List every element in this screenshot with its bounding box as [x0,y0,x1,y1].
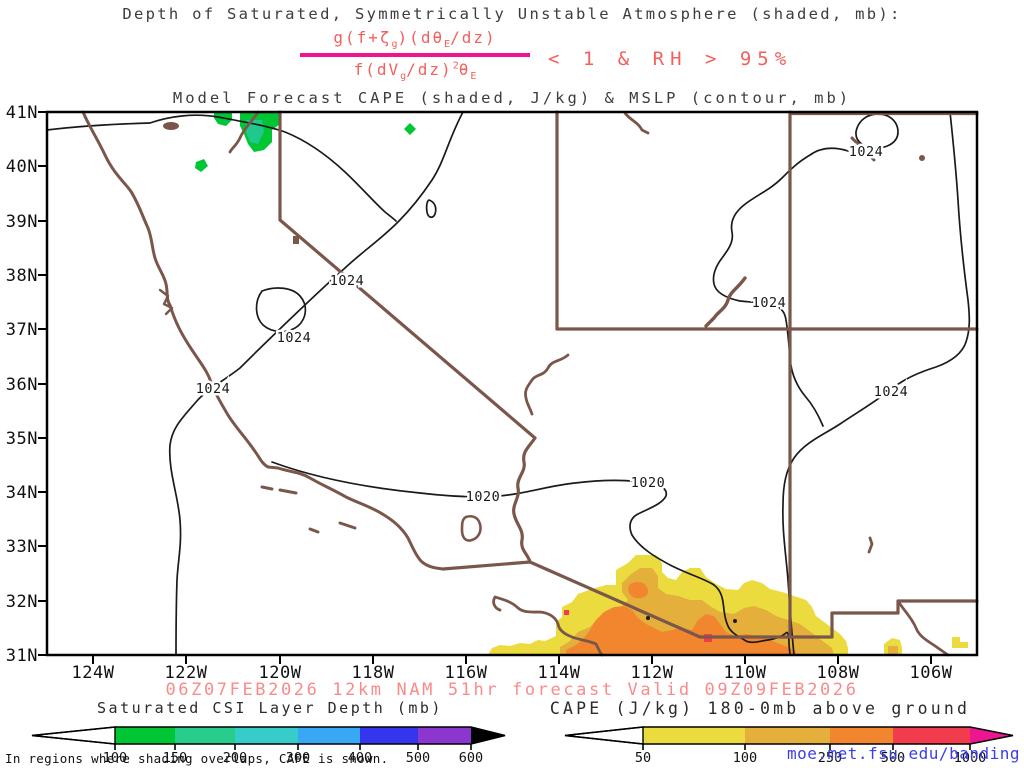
lat-axis-labels: 41N 40N 39N 38N 37N 36N 35N 34N 33N 32N … [6,103,38,666]
cape-colorbar-ticks [642,744,971,750]
svg-text:1024: 1024 [752,295,787,311]
csi-colorbar: 100 150 200 300 400 500 600 [31,726,506,766]
formula-numerator: g(f+ζg)(dθE/dz) [333,28,497,51]
csi-legend-title: Saturated CSI Layer Depth (mb) [97,699,443,717]
svg-text:200: 200 [223,750,247,766]
svg-text:116W: 116W [445,663,488,683]
formula-fraction-bar [300,53,530,58]
svg-text:250: 250 [818,750,842,766]
svg-text:1020: 1020 [631,475,666,491]
svg-text:110W: 110W [724,663,767,683]
svg-text:1024: 1024 [330,273,365,289]
svg-text:112W: 112W [631,663,674,683]
cape-shading [488,555,968,655]
svg-text:108W: 108W [817,663,860,683]
svg-text:39N: 39N [6,212,38,232]
svg-text:600: 600 [459,750,483,766]
svg-text:100: 100 [103,750,127,766]
svg-text:1024: 1024 [277,330,312,346]
svg-text:120W: 120W [259,663,302,683]
svg-text:1024: 1024 [849,144,884,160]
svg-text:35N: 35N [6,429,38,449]
svg-text:124W: 124W [72,663,115,683]
svg-text:31N: 31N [6,646,38,666]
svg-text:400: 400 [348,750,372,766]
csi-formula: g(f+ζg)(dθE/dz) f(dVg/dz)2θE [300,28,530,82]
map-frame [38,110,979,664]
svg-text:33N: 33N [6,537,38,557]
svg-text:1000: 1000 [954,750,987,766]
svg-text:100: 100 [733,750,757,766]
svg-text:150: 150 [163,750,187,766]
svg-text:1024: 1024 [196,381,231,397]
svg-text:38N: 38N [6,266,38,286]
svg-text:50: 50 [635,750,651,766]
svg-text:300: 300 [286,750,310,766]
lon-axis-labels: 124W 122W 120W 118W 116W 114W 112W 110W … [72,663,953,683]
subtitle: Model Forecast CAPE (shaded, J/kg) & MSL… [172,89,852,107]
formula-denominator: f(dVg/dz)2θE [353,60,477,83]
svg-text:36N: 36N [6,375,38,395]
svg-text:37N: 37N [6,320,38,340]
svg-text:122W: 122W [165,663,208,683]
page-title: Depth of Saturated, Symmetrically Unstab… [122,5,902,23]
contour-value-labels: 1024 1024 1024 1020 1020 1024 1024 1024 [193,142,910,508]
lon-ticks [92,655,932,664]
svg-text:1024: 1024 [874,384,909,400]
svg-text:106W: 106W [910,663,953,683]
svg-text:40N: 40N [6,157,38,177]
rivers-and-lakes [163,110,925,657]
svg-text:32N: 32N [6,592,38,612]
svg-text:114W: 114W [538,663,581,683]
lat-ticks [38,111,47,656]
mslp-contours [46,111,971,656]
svg-text:41N: 41N [6,103,38,123]
svg-text:500: 500 [881,750,905,766]
svg-text:118W: 118W [352,663,395,683]
svg-text:1020: 1020 [466,489,501,505]
forecast-valid-line: 06Z07FEB2026 12km NAM 51hr forecast Vali… [165,680,859,700]
cape-legend-title: CAPE (J/kg) 180-0mb above ground [549,699,971,718]
state-borders-and-coastline [81,110,979,657]
formula-condition: < 1 & RH > 95% [548,48,793,70]
cape-colorbar: 50 100 250 500 1000 [564,726,1014,766]
overlap-note: In regions where shading overlaps, CAPE … [5,751,389,766]
svg-text:34N: 34N [6,483,38,503]
csi-colorbar-ticks [114,744,472,750]
svg-text:500: 500 [406,750,430,766]
site-link[interactable]: moe.met.fsu.edu/banding [786,744,1020,763]
